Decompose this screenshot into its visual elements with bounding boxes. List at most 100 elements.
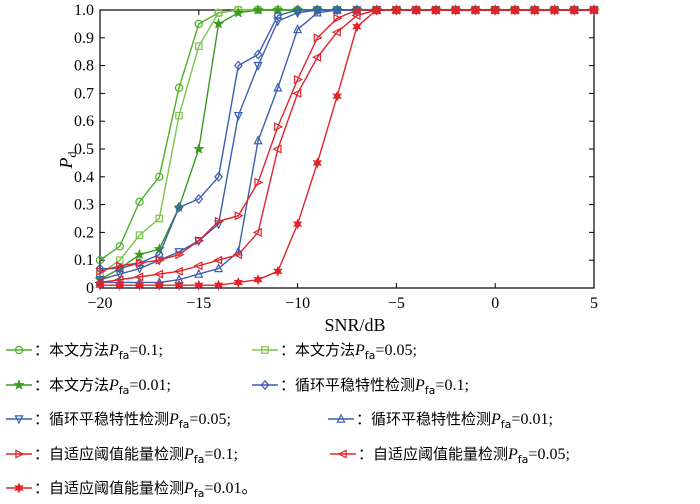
data-point	[214, 171, 223, 182]
series-3	[94, 4, 600, 285]
data-point	[292, 88, 302, 98]
axis-labels: SNR/dB Pd	[56, 152, 386, 336]
legend-label-prefix: ：循环平稳特性检测	[34, 410, 169, 428]
legend-item: ：循环平稳特性检测Pfa=0.1;	[252, 376, 469, 397]
data-point	[391, 4, 402, 16]
data-point	[213, 263, 224, 273]
data-point	[351, 10, 361, 21]
plot-frame	[99, 9, 595, 289]
series-8	[94, 5, 598, 288]
data-point	[450, 4, 461, 16]
data-point	[194, 193, 204, 205]
data-point	[134, 272, 144, 282]
series-9	[95, 4, 599, 291]
legend-label: ：自适应阈值能量检测Pfa=0.1;	[34, 445, 238, 466]
legend-label-prefix: ：循环平稳特性检测	[356, 410, 491, 428]
legend-label-sub: fa	[179, 418, 190, 431]
x-tick-label: −20	[87, 295, 112, 312]
legend-label-suffix: =0.01;	[129, 377, 170, 394]
data-point	[175, 250, 185, 260]
legend-label-sub: fa	[425, 384, 436, 397]
legend-marker	[15, 449, 25, 459]
data-point	[233, 276, 244, 288]
legend-label: ：本文方法Pfa=0.1;	[34, 341, 163, 362]
y-axis-title: Pd	[56, 152, 79, 170]
data-point	[173, 266, 183, 276]
data-point	[510, 4, 520, 16]
data-point	[212, 17, 225, 29]
legend-item: ：本文方法Pfa=0.05;	[252, 341, 417, 362]
data-point	[311, 52, 322, 62]
legend-label-sub: fa	[365, 349, 376, 362]
series-line	[100, 9, 594, 284]
data-point	[470, 4, 481, 16]
data-point	[332, 4, 342, 14]
data-point	[155, 214, 164, 223]
series-layer	[94, 4, 600, 291]
legend-label-sub: fa	[194, 487, 205, 500]
y-axis-title-sub: d	[65, 152, 79, 158]
data-point	[312, 7, 322, 17]
data-point	[195, 42, 203, 50]
y-tick-label: 0.4	[74, 169, 94, 186]
legend-label-p: P	[183, 446, 194, 463]
legend-label-p: P	[183, 480, 194, 497]
data-point	[154, 249, 164, 260]
data-point	[529, 4, 540, 16]
legend-marker	[14, 345, 24, 355]
legend-label-suffix: =0.1;	[129, 342, 162, 359]
legend-label: ：自适应阈值能量检测Pfa=0.01。	[34, 479, 257, 500]
legend-marker	[13, 379, 25, 390]
legend-label: ：自适应阈值能量检测Pfa=0.05;	[358, 445, 570, 466]
y-tick-label: 0.7	[74, 85, 94, 102]
y-tick-label: 0.1	[74, 252, 94, 269]
series-line	[99, 9, 594, 284]
legend-label-suffix: =0.01。	[204, 480, 257, 497]
svg-text:Pd: Pd	[56, 152, 79, 170]
data-point	[253, 61, 263, 72]
data-point	[234, 211, 244, 221]
legend-label-sub: fa	[501, 418, 512, 431]
data-point	[569, 4, 579, 16]
data-point	[232, 6, 244, 18]
legend-marker	[337, 449, 347, 459]
data-point	[252, 227, 262, 237]
data-point	[431, 4, 441, 16]
series-line	[100, 9, 594, 286]
legend-label-p: P	[507, 446, 518, 463]
y-tick-label: 1.0	[74, 2, 94, 19]
legend-label-suffix: =0.05;	[189, 411, 230, 428]
data-point	[155, 172, 164, 181]
data-point	[313, 33, 323, 43]
legend-label-prefix: ：本文方法	[280, 341, 355, 359]
y-tick-label: 0.3	[74, 197, 94, 214]
data-point	[174, 279, 184, 291]
legend-item: ：自适应阈值能量检测Pfa=0.05;	[330, 445, 570, 466]
data-point	[272, 144, 282, 154]
data-point	[213, 279, 224, 291]
data-point	[213, 255, 223, 265]
legend-item: ：本文方法Pfa=0.1;	[6, 341, 163, 362]
data-point	[95, 279, 105, 291]
data-point	[589, 4, 599, 16]
legend-marker	[260, 379, 270, 391]
data-point	[353, 5, 363, 15]
legend-label-prefix: ：自适应阈值能量检测	[34, 479, 184, 497]
legend-label-prefix: ：循环平稳特性检测	[280, 376, 415, 394]
legend-label-p: P	[108, 342, 119, 359]
legend-label-sub: fa	[194, 453, 205, 466]
legend-label-p: P	[414, 377, 425, 394]
data-point	[154, 279, 165, 291]
data-point	[233, 111, 243, 122]
data-point	[273, 82, 283, 92]
legend-label-suffix: =0.01;	[511, 411, 552, 428]
data-point	[411, 4, 421, 16]
data-point	[293, 9, 303, 19]
y-tick-label: 0.6	[74, 113, 94, 130]
data-point	[153, 269, 163, 279]
legend-label: ：循环平稳特性检测Pfa=0.01;	[356, 410, 553, 431]
series-2	[96, 6, 598, 278]
data-point	[96, 266, 106, 276]
data-point	[333, 13, 343, 23]
